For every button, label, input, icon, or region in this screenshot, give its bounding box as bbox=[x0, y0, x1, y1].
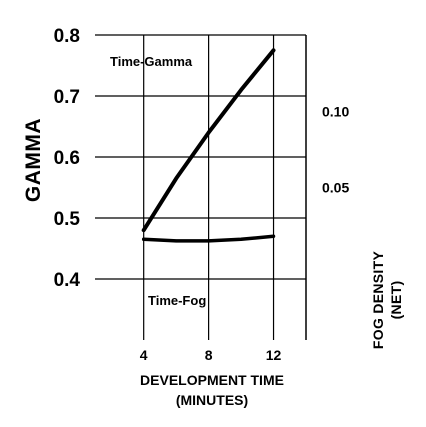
y-axis-title: GAMMA bbox=[22, 118, 45, 202]
grid-layer bbox=[95, 34, 306, 340]
time-fog-annotation: Time-Fog bbox=[148, 293, 206, 308]
x-tick-label-0: 4 bbox=[140, 347, 148, 363]
series-layer bbox=[141, 48, 276, 243]
x-tick-label-2: 12 bbox=[266, 347, 282, 363]
x-axis-title-line2: (MINUTES) bbox=[176, 392, 248, 408]
y2-tick-label-1: 0.05 bbox=[322, 180, 349, 196]
y-tick-label-0: 0.4 bbox=[54, 270, 81, 291]
y2-axis-title-line2: (NET) bbox=[388, 281, 404, 320]
y-tick-label-1: 0.5 bbox=[54, 209, 81, 230]
y2-axis-title-line1: FOG DENSITY bbox=[370, 251, 386, 350]
y-tick-label-2: 0.6 bbox=[54, 148, 80, 169]
y-tick-label-4: 0.8 bbox=[54, 26, 80, 47]
time-gamma-annotation: Time-Gamma bbox=[110, 54, 193, 69]
series-line-time-fog bbox=[141, 234, 276, 243]
x-axis-title-line1: DEVELOPMENT TIME bbox=[140, 372, 284, 388]
x-tick-label-1: 8 bbox=[205, 347, 213, 363]
label-layer: 0.4 0.5 0.6 0.7 0.8 4 8 12 0.10 0.05 bbox=[54, 26, 350, 363]
y-tick-label-3: 0.7 bbox=[54, 87, 80, 108]
series-line-time-gamma bbox=[141, 48, 276, 233]
y2-tick-label-0: 0.10 bbox=[322, 103, 349, 119]
